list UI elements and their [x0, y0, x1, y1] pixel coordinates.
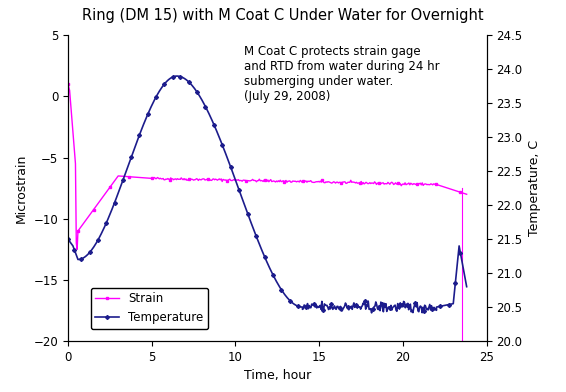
Strain	[65, 82, 71, 87]
Temperature	[463, 284, 470, 289]
Text: Ring (DM 15) with M Coat C Under Water for Overnight: Ring (DM 15) with M Coat C Under Water f…	[82, 8, 484, 23]
Strain	[74, 247, 80, 252]
Temperature	[65, 237, 71, 241]
Strain	[410, 181, 417, 186]
Temperature	[173, 74, 180, 78]
X-axis label: Time, hour: Time, hour	[244, 369, 311, 382]
Line: Temperature: Temperature	[67, 74, 468, 314]
Strain	[225, 178, 231, 183]
Temperature	[264, 262, 271, 267]
Y-axis label: Microstrain: Microstrain	[15, 154, 28, 223]
Strain	[131, 175, 138, 180]
Y-axis label: Temperature, C: Temperature, C	[528, 140, 541, 236]
Temperature	[357, 305, 363, 309]
Temperature	[368, 310, 375, 315]
Line: Strain: Strain	[67, 83, 468, 251]
Text: M Coat C protects strain gage
and RTD from water during 24 hr
submerging under w: M Coat C protects strain gage and RTD fr…	[244, 45, 439, 103]
Legend: Strain, Temperature: Strain, Temperature	[91, 288, 208, 329]
Temperature	[300, 306, 307, 311]
Strain	[463, 192, 470, 197]
Temperature	[449, 301, 456, 306]
Strain	[91, 206, 98, 211]
Temperature	[378, 301, 385, 306]
Temperature	[295, 304, 302, 309]
Strain	[216, 176, 222, 181]
Strain	[415, 181, 422, 186]
